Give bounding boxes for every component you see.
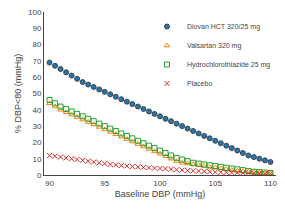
svg-text:50: 50 bbox=[32, 89, 41, 98]
svg-text:Hydrochlorothiazide 25 mg: Hydrochlorothiazide 25 mg bbox=[187, 61, 270, 69]
svg-text:Diovan HCT 320/25 mg: Diovan HCT 320/25 mg bbox=[187, 23, 260, 31]
svg-text:95: 95 bbox=[100, 179, 109, 188]
svg-text:% DBP<80 (mmHg): % DBP<80 (mmHg) bbox=[13, 54, 23, 133]
svg-text:Valsartan 320 mg: Valsartan 320 mg bbox=[187, 42, 241, 50]
svg-text:Placebo: Placebo bbox=[187, 80, 212, 87]
svg-text:10: 10 bbox=[32, 155, 41, 164]
svg-text:90: 90 bbox=[45, 179, 54, 188]
svg-text:110: 110 bbox=[264, 179, 277, 188]
svg-text:90: 90 bbox=[32, 24, 41, 33]
svg-text:0: 0 bbox=[37, 171, 42, 180]
svg-text:30: 30 bbox=[32, 122, 41, 131]
svg-text:60: 60 bbox=[32, 73, 41, 82]
svg-text:Baseline DBP (mmHg): Baseline DBP (mmHg) bbox=[115, 189, 205, 199]
svg-text:40: 40 bbox=[32, 106, 41, 115]
svg-text:105: 105 bbox=[209, 179, 223, 188]
svg-text:100: 100 bbox=[153, 179, 167, 188]
svg-text:70: 70 bbox=[32, 57, 41, 66]
svg-text:100: 100 bbox=[28, 8, 42, 17]
svg-text:80: 80 bbox=[32, 40, 41, 49]
svg-text:20: 20 bbox=[32, 138, 41, 147]
